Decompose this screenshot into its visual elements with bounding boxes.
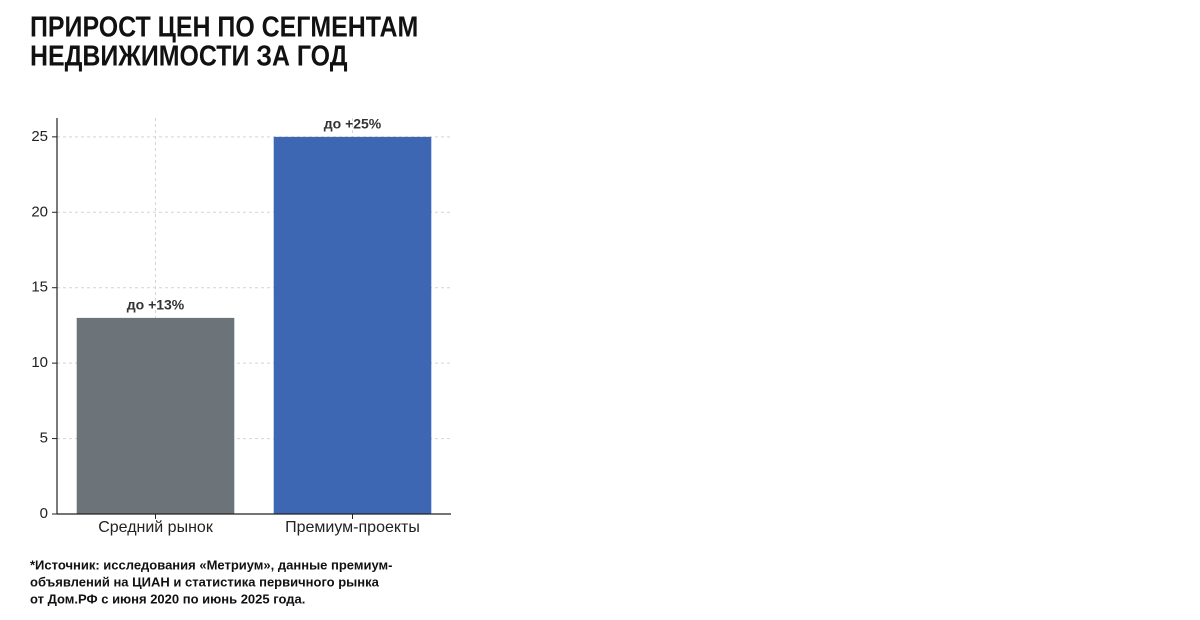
y-tick-label: 5 xyxy=(40,430,48,447)
bar xyxy=(76,317,235,514)
y-tick-label: 25 xyxy=(31,128,48,145)
x-tick-label: Средний рынок xyxy=(98,519,214,536)
x-tick-label: Премиум-проекты xyxy=(285,519,420,536)
chart-title: ПРИРОСТ ЦЕН ПО СЕГМЕНТАМ xyxy=(30,11,418,43)
source-note: *Источник: исследования «Метриум», данны… xyxy=(30,557,392,572)
y-tick-label: 10 xyxy=(31,354,48,371)
value-label: до +13% xyxy=(127,297,185,313)
chart-title: НЕДВИЖИМОСТИ ЗА ГОД xyxy=(30,40,348,72)
y-tick-label: 15 xyxy=(31,279,48,296)
y-tick-label: 0 xyxy=(40,505,48,522)
value-label: до +25% xyxy=(324,116,382,132)
bar xyxy=(273,136,432,514)
title-group: ПРИРОСТ ЦЕН ПО СЕГМЕНТАМ НЕДВИЖИМОСТИ ЗА… xyxy=(30,11,418,72)
source-note: объявлений на ЦИАН и статистика первично… xyxy=(30,574,380,589)
y-tick-label: 20 xyxy=(31,203,48,220)
source-note: от Дом.РФ с июня 2020 по июнь 2025 года. xyxy=(30,591,305,606)
